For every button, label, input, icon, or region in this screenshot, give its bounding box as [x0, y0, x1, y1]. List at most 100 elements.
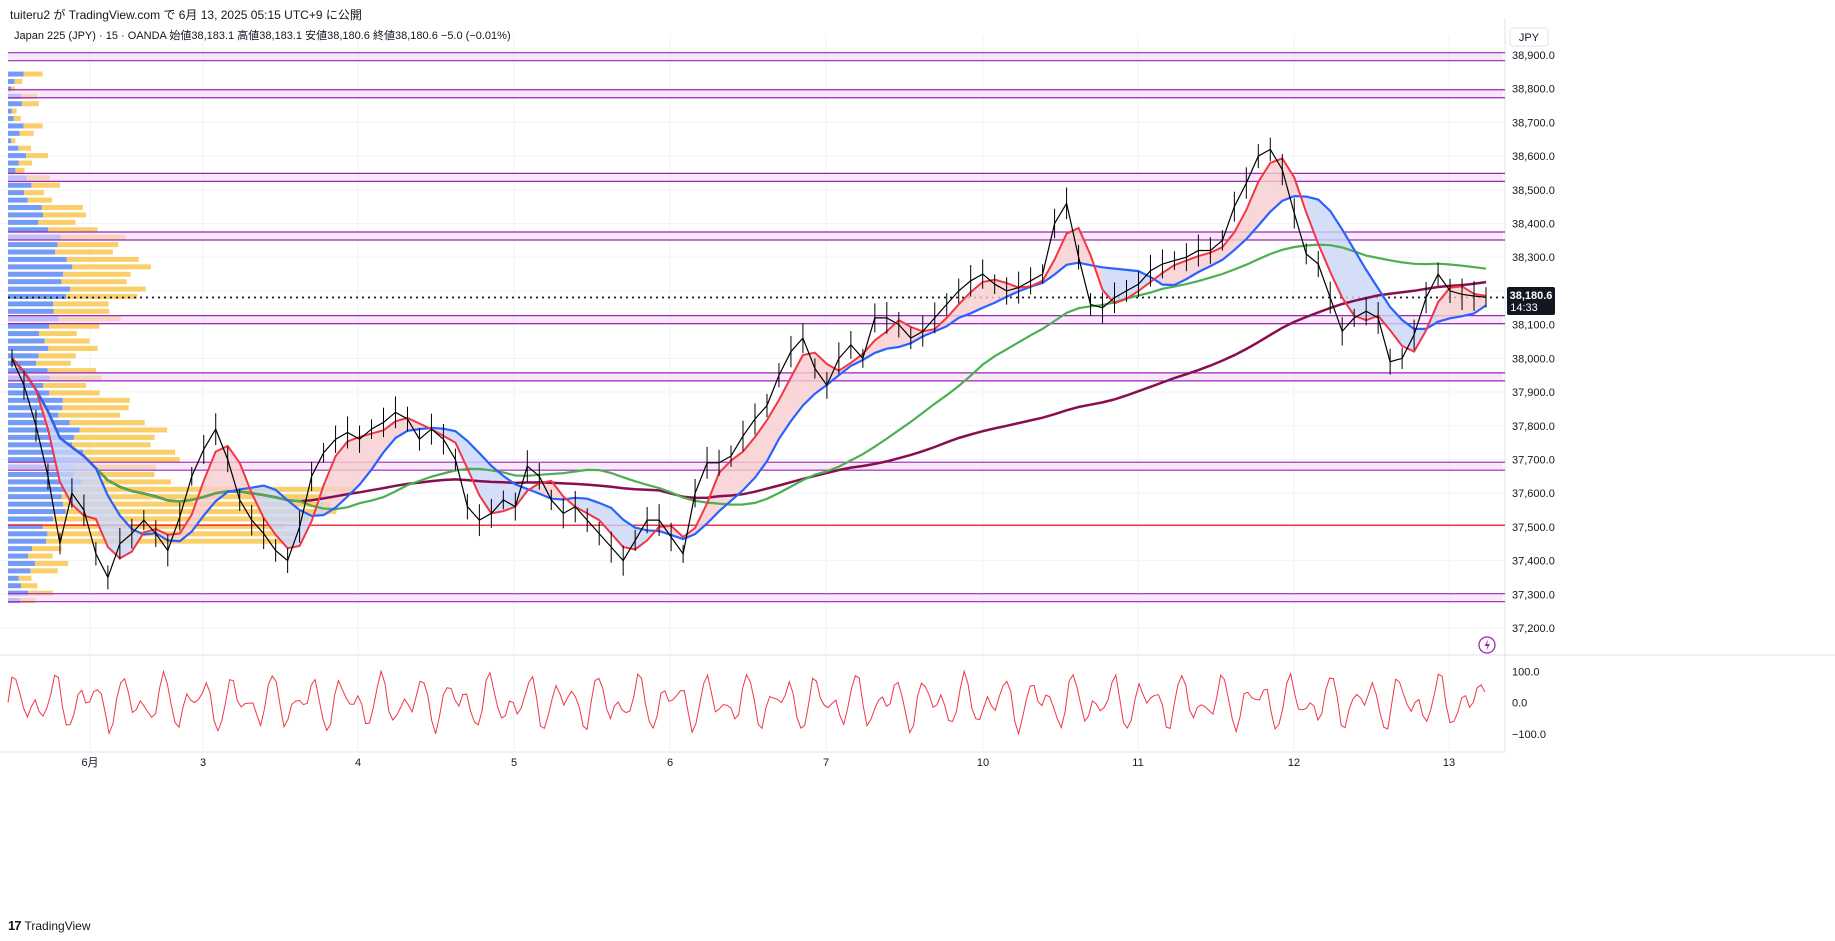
price-line — [11, 148, 1487, 579]
ribbon-segment — [1354, 249, 1367, 321]
ribbon-segment — [1282, 158, 1295, 201]
ribbon-segment — [1366, 269, 1379, 321]
ribbon-segment — [731, 451, 744, 501]
price-chart[interactable]: 38,900.0 38,800.0 38,700.0 38,600.0 38,500.0… — [0, 18, 1835, 918]
volume-bar-up — [8, 190, 25, 196]
volume-bar-up — [8, 219, 39, 225]
price-series — [11, 137, 1487, 590]
time-tick-label: 11 — [1132, 757, 1143, 769]
volume-bar-down — [73, 471, 155, 477]
symbol-legend[interactable]: Japan 225 (JPY) · 15 · OANDA 始値38,183.1 … — [14, 28, 511, 42]
volume-bar-down — [36, 360, 71, 366]
zone-band — [8, 593, 1503, 602]
volume-bar-down — [49, 323, 100, 329]
volume-bar-up — [8, 560, 36, 566]
volume-bar-down — [11, 138, 16, 144]
volume-bar-down — [11, 86, 15, 92]
volume-bar-down — [18, 145, 32, 151]
ribbon-segment — [1474, 293, 1486, 314]
ribbon-segment — [1174, 260, 1187, 286]
volume-bar-up — [8, 531, 48, 537]
zone-band — [8, 89, 1503, 98]
volume-bar-down — [79, 427, 168, 433]
time-tick-label: 10 — [977, 757, 989, 769]
ribbon-segment — [1378, 288, 1391, 331]
volume-bar-up — [8, 368, 48, 374]
volume-bar-down — [26, 153, 49, 159]
ribbon-segment — [790, 354, 803, 422]
volume-bar-up — [8, 405, 63, 411]
volume-bar-up — [8, 308, 54, 314]
ribbon-segment — [982, 279, 995, 308]
volume-bar-down — [31, 182, 60, 188]
ribbon-segment — [1114, 268, 1127, 304]
volume-bar-up — [8, 516, 54, 522]
volume-bar-up — [8, 509, 66, 515]
price-tick-label: 37,600.0 — [1512, 488, 1555, 500]
volume-bar-up — [8, 338, 45, 344]
ribbon-segment — [635, 527, 648, 550]
volume-bar-down — [53, 308, 110, 314]
volume-bar-up — [8, 345, 49, 351]
volume-bar-up — [8, 523, 43, 529]
ribbon-segment — [335, 441, 348, 508]
price-tick-label: 38,900.0 — [1512, 50, 1555, 62]
ma-mid-line — [11, 194, 1487, 543]
volume-bar-down — [58, 412, 121, 418]
zone-band — [8, 315, 1503, 324]
volume-bar-down — [81, 479, 171, 485]
volume-bar-down — [63, 271, 131, 277]
time-tick-label: 4 — [355, 757, 361, 769]
currency-button[interactable] — [1509, 27, 1549, 47]
volume-bar-up — [8, 471, 74, 477]
volume-bar-up — [8, 546, 33, 552]
volume-bar-up — [8, 86, 12, 92]
alert-lightning-icon[interactable] — [1478, 636, 1496, 654]
ribbon-segment — [874, 331, 887, 353]
volume-bar-down — [21, 101, 39, 107]
volume-bar-up — [8, 449, 84, 455]
ribbon-segment — [203, 451, 216, 516]
volume-bar-down — [66, 256, 139, 262]
ribbon-segment — [59, 437, 72, 505]
volume-bar-down — [53, 516, 309, 522]
ribbon-segment — [491, 465, 504, 514]
ribbon-segment — [1306, 196, 1319, 244]
ribbon-segment — [371, 430, 384, 470]
ribbon-segment — [407, 417, 420, 431]
price-tick-label: 38,000.0 — [1512, 353, 1555, 365]
ribbon-segment — [95, 468, 108, 548]
time-axis: 6月 3 4 5 6 7 10 11 12 13 — [81, 757, 1455, 769]
volume-bar-down — [28, 553, 53, 559]
volume-bar-down — [15, 167, 25, 173]
volume-bar-down — [47, 368, 97, 374]
volume-bar-down — [38, 219, 76, 225]
zone-band — [8, 232, 1503, 241]
volume-bar-up — [8, 78, 15, 84]
volume-bar-down — [57, 242, 119, 248]
volume-bar-up — [8, 360, 37, 366]
ribbon-segment — [503, 475, 516, 512]
volume-bar-down — [85, 457, 180, 463]
volume-bar-down — [30, 568, 58, 574]
ribbon-segment — [227, 445, 240, 492]
ribbon-segment — [1126, 269, 1139, 299]
ma-fast-line — [11, 157, 1487, 560]
volume-bar-down — [69, 420, 145, 426]
volume-bar-down — [69, 286, 146, 292]
ribbon-segment — [719, 460, 732, 512]
ribbon-segment — [71, 447, 84, 516]
volume-bar-up — [8, 271, 64, 277]
volume-bar-down — [48, 227, 98, 233]
volume-bar-down — [43, 382, 87, 388]
volume-bar-up — [8, 123, 24, 129]
volume-bar-down — [72, 442, 151, 448]
volume-bar-up — [8, 420, 70, 426]
volume-bar-down — [55, 249, 113, 255]
time-tick-label: 7 — [823, 757, 829, 769]
time-tick-label: 12 — [1288, 757, 1300, 769]
volume-bar-down — [41, 205, 83, 211]
volume-bar-up — [8, 553, 29, 559]
footer[interactable]: 17 TradingView — [8, 918, 91, 933]
zone-band — [8, 173, 1503, 182]
